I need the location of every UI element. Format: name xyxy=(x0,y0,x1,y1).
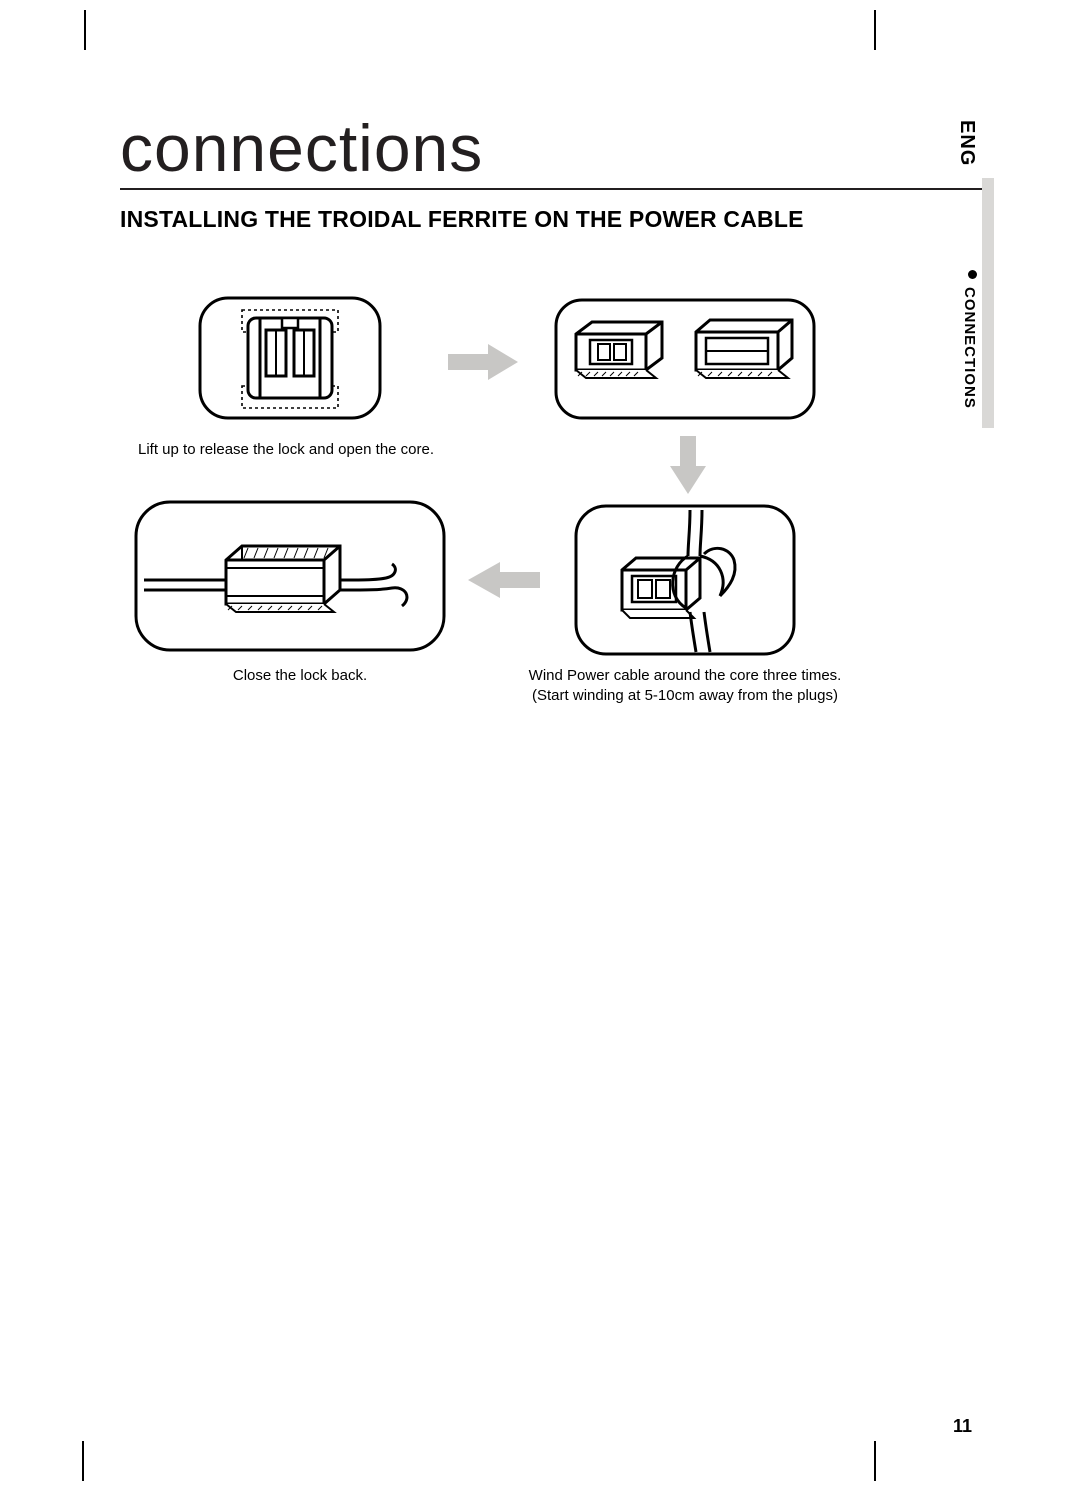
bullet-icon xyxy=(968,270,977,279)
section-heading: INSTALLING THE TROIDAL FERRITE ON THE PO… xyxy=(120,206,985,233)
figure-ferrite-closed xyxy=(190,288,390,428)
caption-step3-line2: (Start winding at 5-10cm away from the p… xyxy=(532,687,838,704)
caption-step1: Lift up to release the lock and open the… xyxy=(138,440,458,460)
page-number: 11 xyxy=(953,1416,972,1437)
crop-mark xyxy=(874,1443,902,1471)
figure-ferrite-open xyxy=(550,294,820,424)
side-tab xyxy=(982,178,994,428)
section-tab-label: CONNECTIONS xyxy=(961,270,978,409)
manual-page: connections INSTALLING THE TROIDAL FERRI… xyxy=(0,0,1080,1495)
arrow-down-icon xyxy=(668,436,708,494)
crop-mark xyxy=(58,20,86,48)
page-title: connections xyxy=(120,110,985,190)
crop-mark xyxy=(56,1443,84,1471)
arrow-right-icon xyxy=(448,342,518,382)
arrow-left-icon xyxy=(468,560,540,600)
caption-step4: Close the lock back. xyxy=(180,666,420,686)
section-tab-text: CONNECTIONS xyxy=(961,287,978,409)
caption-step3: Wind Power cable around the core three t… xyxy=(520,666,850,707)
caption-step3-line1: Wind Power cable around the core three t… xyxy=(529,667,842,684)
figure-cable-wound xyxy=(570,500,800,660)
figure-ferrite-closed-cable xyxy=(130,496,450,656)
language-label: ENG xyxy=(955,120,978,166)
diagram-area: Lift up to release the lock and open the… xyxy=(120,288,850,718)
crop-mark xyxy=(874,20,902,48)
